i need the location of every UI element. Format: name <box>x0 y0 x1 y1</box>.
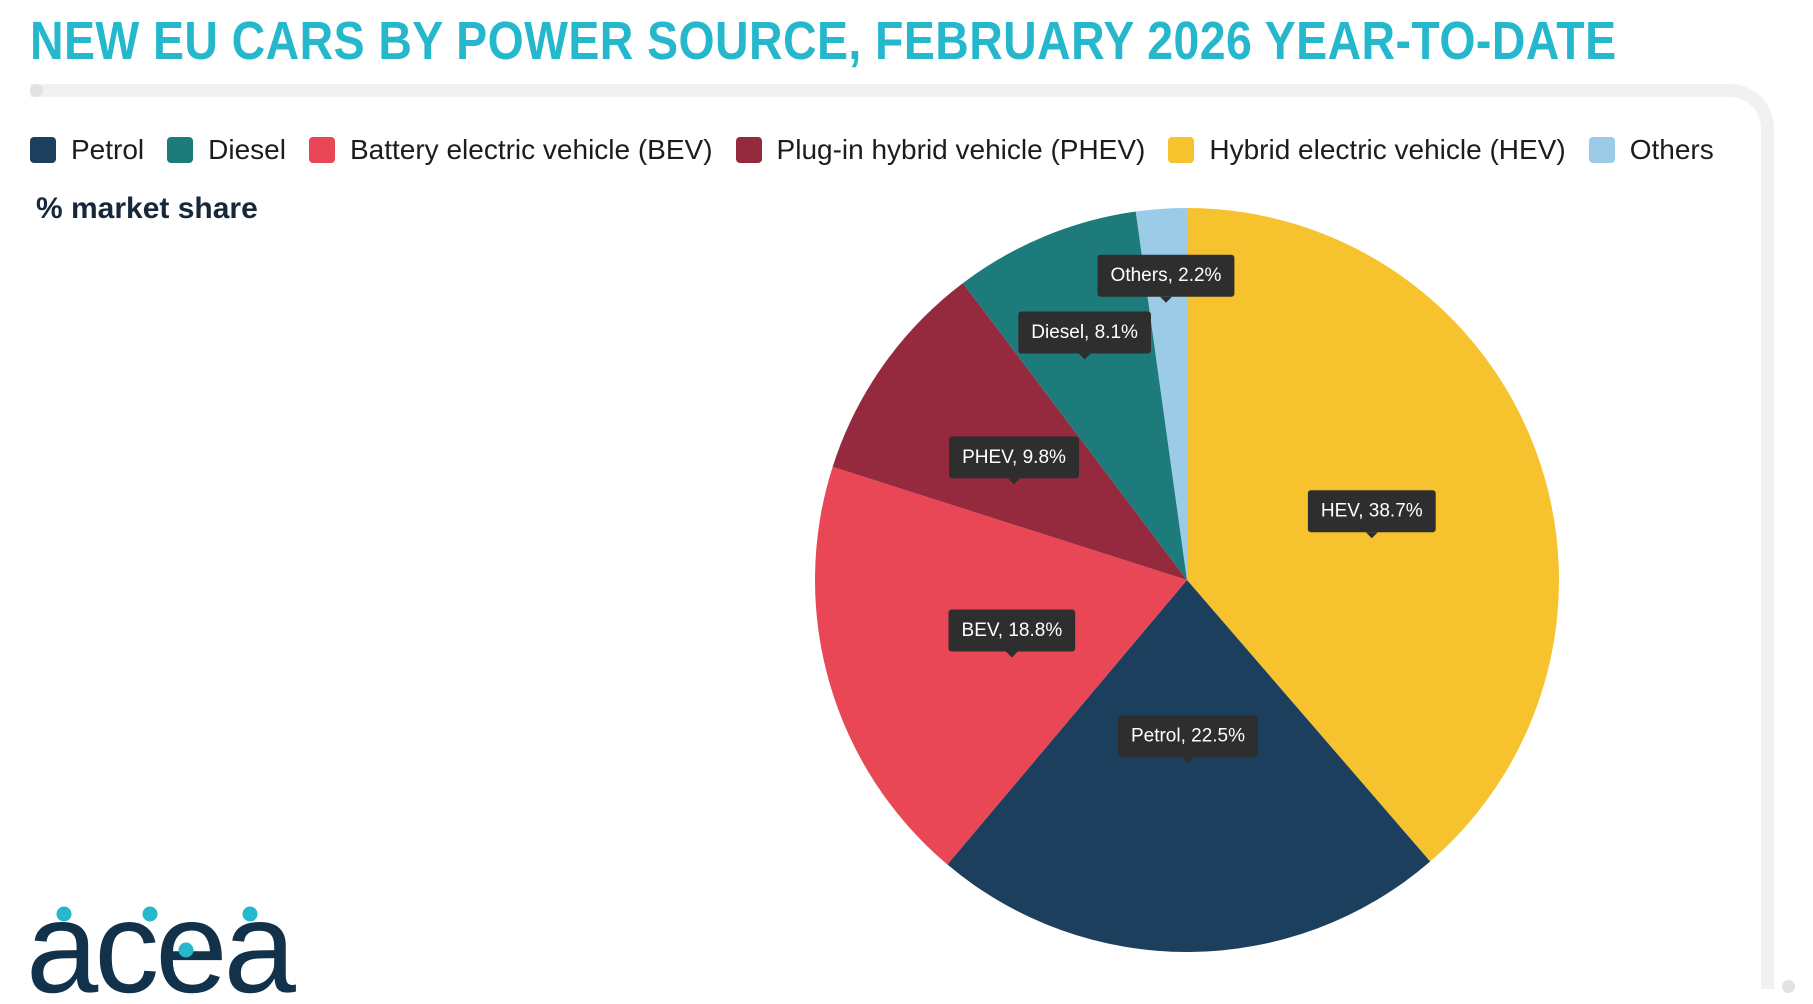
data-label-bev: BEV, 18.8% <box>948 609 1076 658</box>
legend-item: Plug-in hybrid vehicle (PHEV) <box>735 134 1146 166</box>
data-label-text: PHEV, 9.8% <box>962 447 1066 468</box>
data-label-text: Others, 2.2% <box>1111 265 1222 286</box>
data-label-box <box>1097 254 1235 297</box>
data-label-pointer <box>1008 478 1020 485</box>
data-label-box <box>1307 490 1436 533</box>
data-label-pointer <box>1005 651 1018 658</box>
acea-logo: acea <box>26 880 301 1000</box>
pie-slice-diesel[interactable] <box>962 211 1187 581</box>
chart-legend: Petrol Diesel Battery electric vehicle (BE… <box>30 134 1714 166</box>
legend-label: Others <box>1629 134 1714 165</box>
legend-label: Petrol <box>71 134 145 165</box>
data-label-pointer <box>1182 757 1194 764</box>
data-label-box <box>1018 311 1151 354</box>
data-label-pointer <box>1078 353 1091 360</box>
data-label-petrol: Petrol, 22.5% <box>1117 715 1258 764</box>
legend-item: Hybrid electric vehicle (HEV) <box>1168 134 1566 166</box>
data-label-diesel: Diesel, 8.1% <box>1018 311 1151 360</box>
data-labels: HEV, 38.7% Petrol, 22.5% BEV, 18.8% PHEV, 9… <box>948 254 1436 764</box>
legend-item: Others <box>1588 134 1714 166</box>
logo-dot <box>178 942 194 958</box>
pie-slice-petrol[interactable] <box>947 580 1431 952</box>
legend-item: Battery electric vehicle (BEV) <box>308 134 713 166</box>
legend-item: Diesel <box>167 134 286 166</box>
pie-slices <box>814 208 1560 952</box>
logo-dot <box>142 906 158 922</box>
legend-swatch <box>308 137 335 163</box>
legend-swatch <box>1168 137 1195 163</box>
data-label-pointer <box>1160 296 1172 303</box>
data-label-box <box>1117 715 1258 758</box>
logo-dot <box>56 906 72 922</box>
data-label-text: HEV, 38.7% <box>1321 501 1423 522</box>
data-label-text: BEV, 18.8% <box>962 620 1063 641</box>
pie-slice-others[interactable] <box>1135 208 1187 580</box>
logo-dot <box>242 906 258 922</box>
legend-label: Hybrid electric vehicle (HEV) <box>1209 134 1566 165</box>
legend-swatch <box>1588 137 1615 163</box>
data-label-hev: HEV, 38.7% <box>1307 490 1436 539</box>
pie-slice-bev[interactable] <box>814 466 1187 865</box>
data-label-others: Others, 2.2% <box>1097 254 1235 303</box>
data-label-box <box>948 609 1076 652</box>
unit-label: % market share <box>36 192 258 225</box>
data-label-phev: PHEV, 9.8% <box>949 436 1079 485</box>
legend-swatch <box>167 137 194 163</box>
panel-corner-dot <box>1782 980 1795 993</box>
data-label-pointer <box>1365 532 1378 539</box>
acea-logo-wordmark: acea <box>26 880 297 1000</box>
data-label-text: Diesel, 8.1% <box>1031 322 1138 343</box>
legend-swatch <box>735 137 762 163</box>
legend-label: Plug-in hybrid vehicle (PHEV) <box>776 134 1146 165</box>
legend-label: Battery electric vehicle (BEV) <box>349 134 713 165</box>
panel-corner-dot <box>30 84 43 97</box>
data-label-box <box>949 436 1079 479</box>
pie-slice-phev[interactable] <box>832 283 1187 580</box>
legend-swatch <box>30 137 56 163</box>
panel-frame <box>30 84 1774 989</box>
legend-item: Petrol <box>30 134 144 166</box>
data-label-text: Petrol, 22.5% <box>1131 726 1245 747</box>
legend-label: Diesel <box>208 134 286 165</box>
chart-title: NEW EU CARS BY POWER SOURCE, FEBRUARY 20… <box>30 11 1617 71</box>
